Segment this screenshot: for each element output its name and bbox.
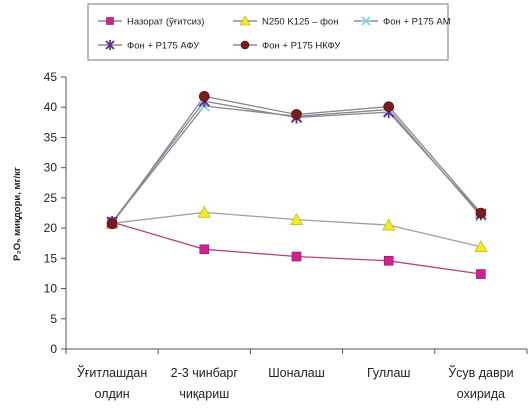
x-tick-label: Ўсув даври охирида bbox=[448, 365, 513, 401]
y-tick-label: 15 bbox=[44, 251, 58, 265]
data-point-s4-p3 bbox=[383, 101, 395, 112]
data-point-s4-p4 bbox=[475, 207, 487, 219]
y-tick-label: 30 bbox=[44, 161, 58, 175]
x-tick-label: Шоналаш bbox=[268, 366, 325, 380]
legend-marker bbox=[106, 17, 114, 25]
data-point-s4-p0 bbox=[106, 218, 118, 230]
x-tick-label-line: Шоналаш bbox=[268, 366, 325, 380]
x-tick-label-line: 2-3 чинбарг bbox=[171, 366, 239, 380]
x-tick-label-line: Ўсув даври bbox=[448, 365, 513, 380]
data-point-s0-p2 bbox=[291, 251, 302, 262]
legend-item-4: Фон + Р175 НКФУ bbox=[233, 41, 341, 52]
x-tick-label-line: олдин bbox=[95, 387, 130, 401]
x-tick-label-line: чиқариш bbox=[179, 387, 229, 401]
series-line-2 bbox=[111, 105, 482, 224]
data-point-s0-p4 bbox=[476, 269, 486, 279]
legend-marker bbox=[239, 15, 251, 26]
x-tick-label: Ўғитлашдан олдин bbox=[77, 365, 147, 401]
y-tick-label: 5 bbox=[50, 312, 57, 326]
legend-label: Фон + Р175 АМ bbox=[383, 17, 451, 28]
x-tick-label-line: Гуллаш bbox=[367, 366, 410, 380]
y-tick-label: 35 bbox=[44, 130, 58, 144]
x-tick-label: 2-3 чинбарг чиқариш bbox=[171, 366, 239, 401]
legend-item-3: Фон + Р175 АФУ bbox=[98, 40, 200, 52]
y-tick-label: 45 bbox=[44, 70, 58, 84]
legend-label: Назорат (ўғитсиз) bbox=[127, 17, 204, 28]
data-point-s0-p3 bbox=[383, 255, 394, 266]
y-tick-label: 0 bbox=[50, 342, 57, 356]
x-tick-label-line: охирида bbox=[457, 387, 505, 401]
y-tick-label: 25 bbox=[44, 191, 58, 205]
legend-marker bbox=[361, 16, 371, 26]
data-point-s1-p4 bbox=[474, 240, 488, 253]
legend-item-1: N250 K125 – фон bbox=[233, 15, 338, 28]
legend-box bbox=[87, 3, 449, 61]
data-point-s1-p1 bbox=[197, 205, 211, 218]
legend-item-2: Фон + Р175 АМ bbox=[354, 16, 451, 28]
y-tick-label: 10 bbox=[44, 282, 58, 296]
legend-marker bbox=[240, 40, 250, 50]
data-point-s1-p2 bbox=[289, 213, 304, 225]
chart-legend: Назорат (ўғитсиз) N250 K125 – фон Фон + Р1… bbox=[87, 3, 451, 61]
y-tick-label: 20 bbox=[44, 221, 58, 235]
data-point-s4-p2 bbox=[291, 109, 302, 120]
data-point-s0-p1 bbox=[199, 244, 210, 255]
y-tick-label: 40 bbox=[44, 100, 58, 114]
legend-label: Фон + Р175 АФУ bbox=[127, 41, 200, 52]
x-tick-label: Гуллаш bbox=[367, 366, 410, 380]
x-tick-label-line: Ўғитлашдан bbox=[77, 365, 147, 380]
legend-item-0: Назорат (ўғитсиз) bbox=[98, 17, 204, 28]
y-axis-label: P₂O₅ миқдори, мг/кг bbox=[12, 167, 23, 261]
legend-marker bbox=[105, 40, 115, 50]
series-line-0 bbox=[111, 221, 481, 275]
plot-area bbox=[105, 91, 488, 279]
legend-label: Фон + Р175 НКФУ bbox=[262, 41, 341, 52]
data-point-s4-p1 bbox=[199, 91, 210, 102]
chart-axes: 0 5 10 15 20 25 30 35 40 45 Ўғитлашдан олдин 2-3 чин… bbox=[44, 70, 528, 401]
data-point-s1-p3 bbox=[382, 218, 396, 231]
legend-label: N250 K125 – фон bbox=[262, 17, 338, 28]
